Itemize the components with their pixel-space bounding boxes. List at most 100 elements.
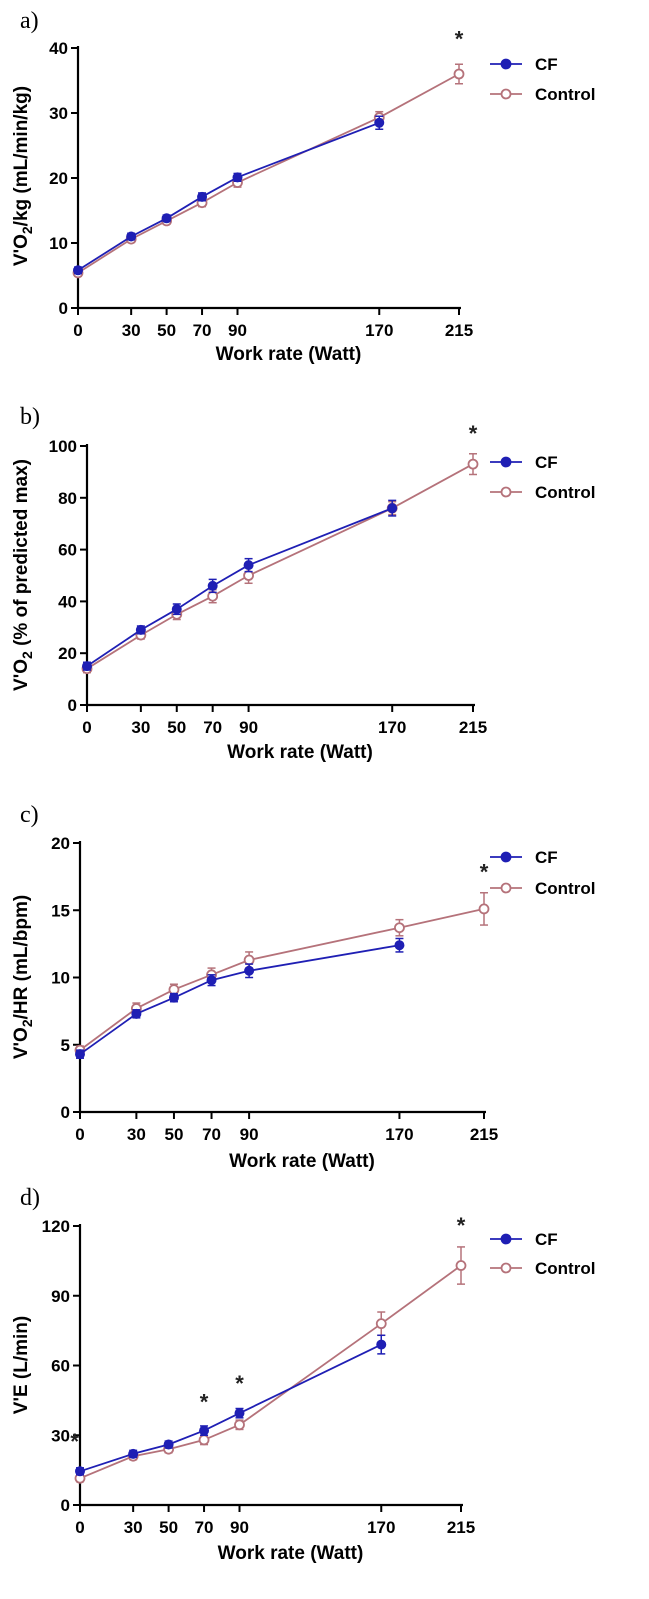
legend-marker: [500, 486, 512, 498]
series-control: [72, 63, 465, 279]
y-axis-label: V'E (L/min): [11, 1316, 32, 1414]
series-control: [74, 1246, 467, 1484]
y-tick-label: 0: [68, 696, 77, 715]
x-tick-label: 30: [131, 718, 150, 737]
legend-item-cf: CF: [490, 453, 558, 472]
significance-marker: *: [457, 1213, 466, 1238]
y-tick-label: 120: [42, 1217, 70, 1236]
significance-marker: *: [455, 27, 464, 52]
y-tick-label: 30: [51, 1426, 70, 1445]
data-point: [75, 1049, 85, 1060]
legend-label: Control: [535, 1259, 595, 1278]
series-line: [79, 908, 485, 1051]
series-line: [79, 1264, 462, 1480]
data-point: [374, 117, 385, 128]
x-tick-label: 215: [459, 718, 487, 737]
y-tick-label: 10: [49, 234, 68, 253]
data-point: [387, 503, 398, 514]
data-point: [131, 1008, 142, 1019]
x-axis-label: Work rate (Watt): [218, 1543, 364, 1564]
legend-label: CF: [535, 848, 558, 867]
data-point: [126, 231, 137, 242]
data-point: [75, 1466, 85, 1477]
data-point: [128, 1448, 139, 1459]
y-tick-label: 20: [51, 834, 70, 853]
x-tick-label: 30: [122, 321, 141, 340]
y-tick-label: 10: [51, 969, 70, 988]
x-tick-label: 170: [365, 321, 393, 340]
legend-item-control: Control: [490, 85, 595, 104]
data-point: [243, 560, 254, 571]
x-axis-label: Work rate (Watt): [229, 1151, 375, 1172]
x-tick-label: 70: [195, 1518, 214, 1537]
data-point: [478, 903, 490, 915]
data-point: [232, 172, 243, 183]
x-tick-label: 170: [378, 718, 406, 737]
significance-marker: *: [469, 421, 478, 446]
series-line: [79, 944, 400, 1055]
data-point: [394, 922, 405, 934]
legend-marker: [500, 88, 512, 100]
x-tick-label: 170: [385, 1125, 413, 1144]
x-tick-label: 170: [367, 1518, 395, 1537]
x-axis-label: Work rate (Watt): [227, 742, 373, 763]
legend-label: CF: [535, 55, 558, 74]
legend-item-cf: CF: [490, 55, 558, 74]
data-point: [453, 68, 465, 80]
data-point: [73, 265, 83, 276]
data-point: [82, 661, 92, 672]
series-cf: [82, 499, 398, 672]
y-tick-label: 100: [49, 437, 77, 456]
x-tick-label: 0: [75, 1518, 84, 1537]
x-tick-label: 215: [470, 1125, 498, 1144]
x-tick-label: 30: [124, 1518, 143, 1537]
data-point: [207, 580, 218, 591]
x-tick-label: 90: [239, 718, 258, 737]
chart-panel-a: a) 0 10 20 30 40 0 30 50 70 90 170 215 Work rate (Wat…: [11, 8, 595, 365]
significance-marker: *: [70, 1429, 79, 1454]
legend-label: Control: [535, 483, 595, 502]
y-tick-label: 15: [51, 901, 70, 920]
data-point: [135, 624, 146, 635]
chart-panel-d: d) 0 30 60 90 120 0 30 50 70 90 170 215 Work rate (Wa…: [11, 1185, 595, 1564]
data-point: [197, 191, 208, 202]
x-tick-label: 0: [82, 718, 91, 737]
y-tick-label: 60: [51, 1357, 70, 1376]
legend-marker: [500, 851, 512, 863]
x-tick-label: 90: [230, 1518, 249, 1537]
x-tick-label: 50: [164, 1125, 183, 1144]
data-point: [376, 1339, 387, 1350]
legend-item-control: Control: [490, 483, 595, 502]
y-axis-label: V'O2/kg (mL/min/kg): [11, 86, 35, 266]
series-cf: [75, 937, 405, 1060]
y-tick-label: 80: [58, 489, 77, 508]
x-axis-label: Work rate (Watt): [216, 344, 362, 365]
data-point: [161, 213, 172, 224]
x-tick-label: 215: [445, 321, 473, 340]
legend-marker: [500, 1233, 512, 1245]
legend-item-control: Control: [490, 1259, 595, 1278]
y-tick-label: 60: [58, 541, 77, 560]
legend-marker: [500, 456, 512, 468]
data-point: [206, 975, 217, 986]
data-point: [455, 1260, 467, 1271]
data-point: [375, 1318, 387, 1330]
significance-marker: *: [235, 1371, 244, 1396]
series-control: [81, 453, 479, 675]
panel-label: a): [20, 8, 39, 34]
legend-label: Control: [535, 879, 595, 898]
legend-label: CF: [535, 1230, 558, 1249]
y-tick-label: 0: [61, 1103, 70, 1122]
x-tick-label: 50: [167, 718, 186, 737]
data-point: [467, 458, 479, 470]
y-tick-label: 20: [49, 169, 68, 188]
y-tick-label: 90: [51, 1287, 70, 1306]
data-point: [199, 1425, 210, 1436]
y-axis-label: V'O2 (% of predicted max): [11, 459, 35, 691]
x-tick-label: 70: [203, 718, 222, 737]
data-point: [394, 940, 405, 951]
series-line: [79, 1343, 382, 1473]
chart-panel-b: b) 0 20 40 60 80 100 0 30 50 70 90 170 215 Work rate (…: [11, 404, 595, 763]
data-point: [163, 1439, 174, 1450]
